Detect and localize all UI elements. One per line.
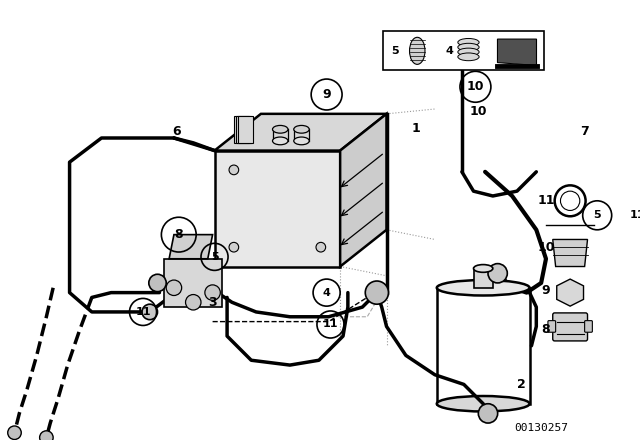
- Polygon shape: [214, 114, 387, 151]
- Circle shape: [205, 285, 220, 300]
- Circle shape: [8, 426, 21, 439]
- Text: 9: 9: [323, 88, 331, 101]
- Text: 10: 10: [467, 80, 484, 93]
- Text: 2: 2: [518, 378, 526, 391]
- Polygon shape: [553, 240, 588, 267]
- Ellipse shape: [273, 125, 288, 133]
- Text: 10: 10: [537, 241, 555, 254]
- Circle shape: [186, 294, 201, 310]
- Polygon shape: [474, 268, 493, 288]
- Ellipse shape: [436, 396, 529, 411]
- Text: 4: 4: [323, 288, 330, 297]
- Text: 9: 9: [541, 284, 550, 297]
- Text: 7: 7: [580, 125, 589, 138]
- Text: 11: 11: [537, 194, 555, 207]
- Circle shape: [142, 304, 157, 320]
- Ellipse shape: [410, 37, 425, 65]
- Text: 4: 4: [445, 46, 453, 56]
- Circle shape: [316, 242, 326, 252]
- Text: 6: 6: [173, 125, 181, 138]
- Circle shape: [229, 242, 239, 252]
- Circle shape: [40, 431, 53, 444]
- Text: 5: 5: [593, 210, 601, 220]
- FancyBboxPatch shape: [548, 321, 556, 332]
- Circle shape: [488, 263, 508, 283]
- Text: 1: 1: [411, 122, 420, 135]
- Ellipse shape: [474, 265, 493, 272]
- Ellipse shape: [294, 137, 309, 145]
- Text: 5: 5: [391, 46, 399, 56]
- Text: 11: 11: [135, 307, 151, 317]
- Ellipse shape: [294, 125, 309, 133]
- Polygon shape: [236, 116, 252, 143]
- Ellipse shape: [436, 280, 529, 296]
- Ellipse shape: [458, 43, 479, 51]
- Circle shape: [561, 191, 580, 211]
- Circle shape: [365, 281, 388, 304]
- Text: 8: 8: [541, 323, 550, 336]
- Text: 11: 11: [323, 319, 338, 329]
- Polygon shape: [214, 151, 340, 267]
- Polygon shape: [557, 279, 584, 306]
- Ellipse shape: [458, 48, 479, 56]
- Ellipse shape: [458, 39, 479, 46]
- Polygon shape: [234, 116, 250, 143]
- Polygon shape: [237, 116, 253, 143]
- Text: 8: 8: [175, 228, 183, 241]
- Ellipse shape: [458, 53, 479, 60]
- Polygon shape: [169, 235, 212, 259]
- Ellipse shape: [273, 137, 288, 145]
- Circle shape: [166, 280, 182, 296]
- Circle shape: [149, 274, 166, 292]
- Circle shape: [229, 165, 239, 175]
- Text: 5: 5: [211, 252, 218, 262]
- FancyBboxPatch shape: [553, 313, 588, 341]
- Polygon shape: [164, 259, 222, 307]
- FancyBboxPatch shape: [584, 321, 593, 332]
- Text: 00130257: 00130257: [514, 423, 568, 433]
- Ellipse shape: [458, 60, 470, 68]
- Polygon shape: [497, 39, 536, 65]
- Polygon shape: [340, 114, 387, 267]
- Text: 10: 10: [470, 105, 487, 118]
- Circle shape: [478, 404, 498, 423]
- Polygon shape: [383, 31, 544, 70]
- Text: 11: 11: [630, 210, 640, 220]
- Text: 3: 3: [208, 296, 217, 309]
